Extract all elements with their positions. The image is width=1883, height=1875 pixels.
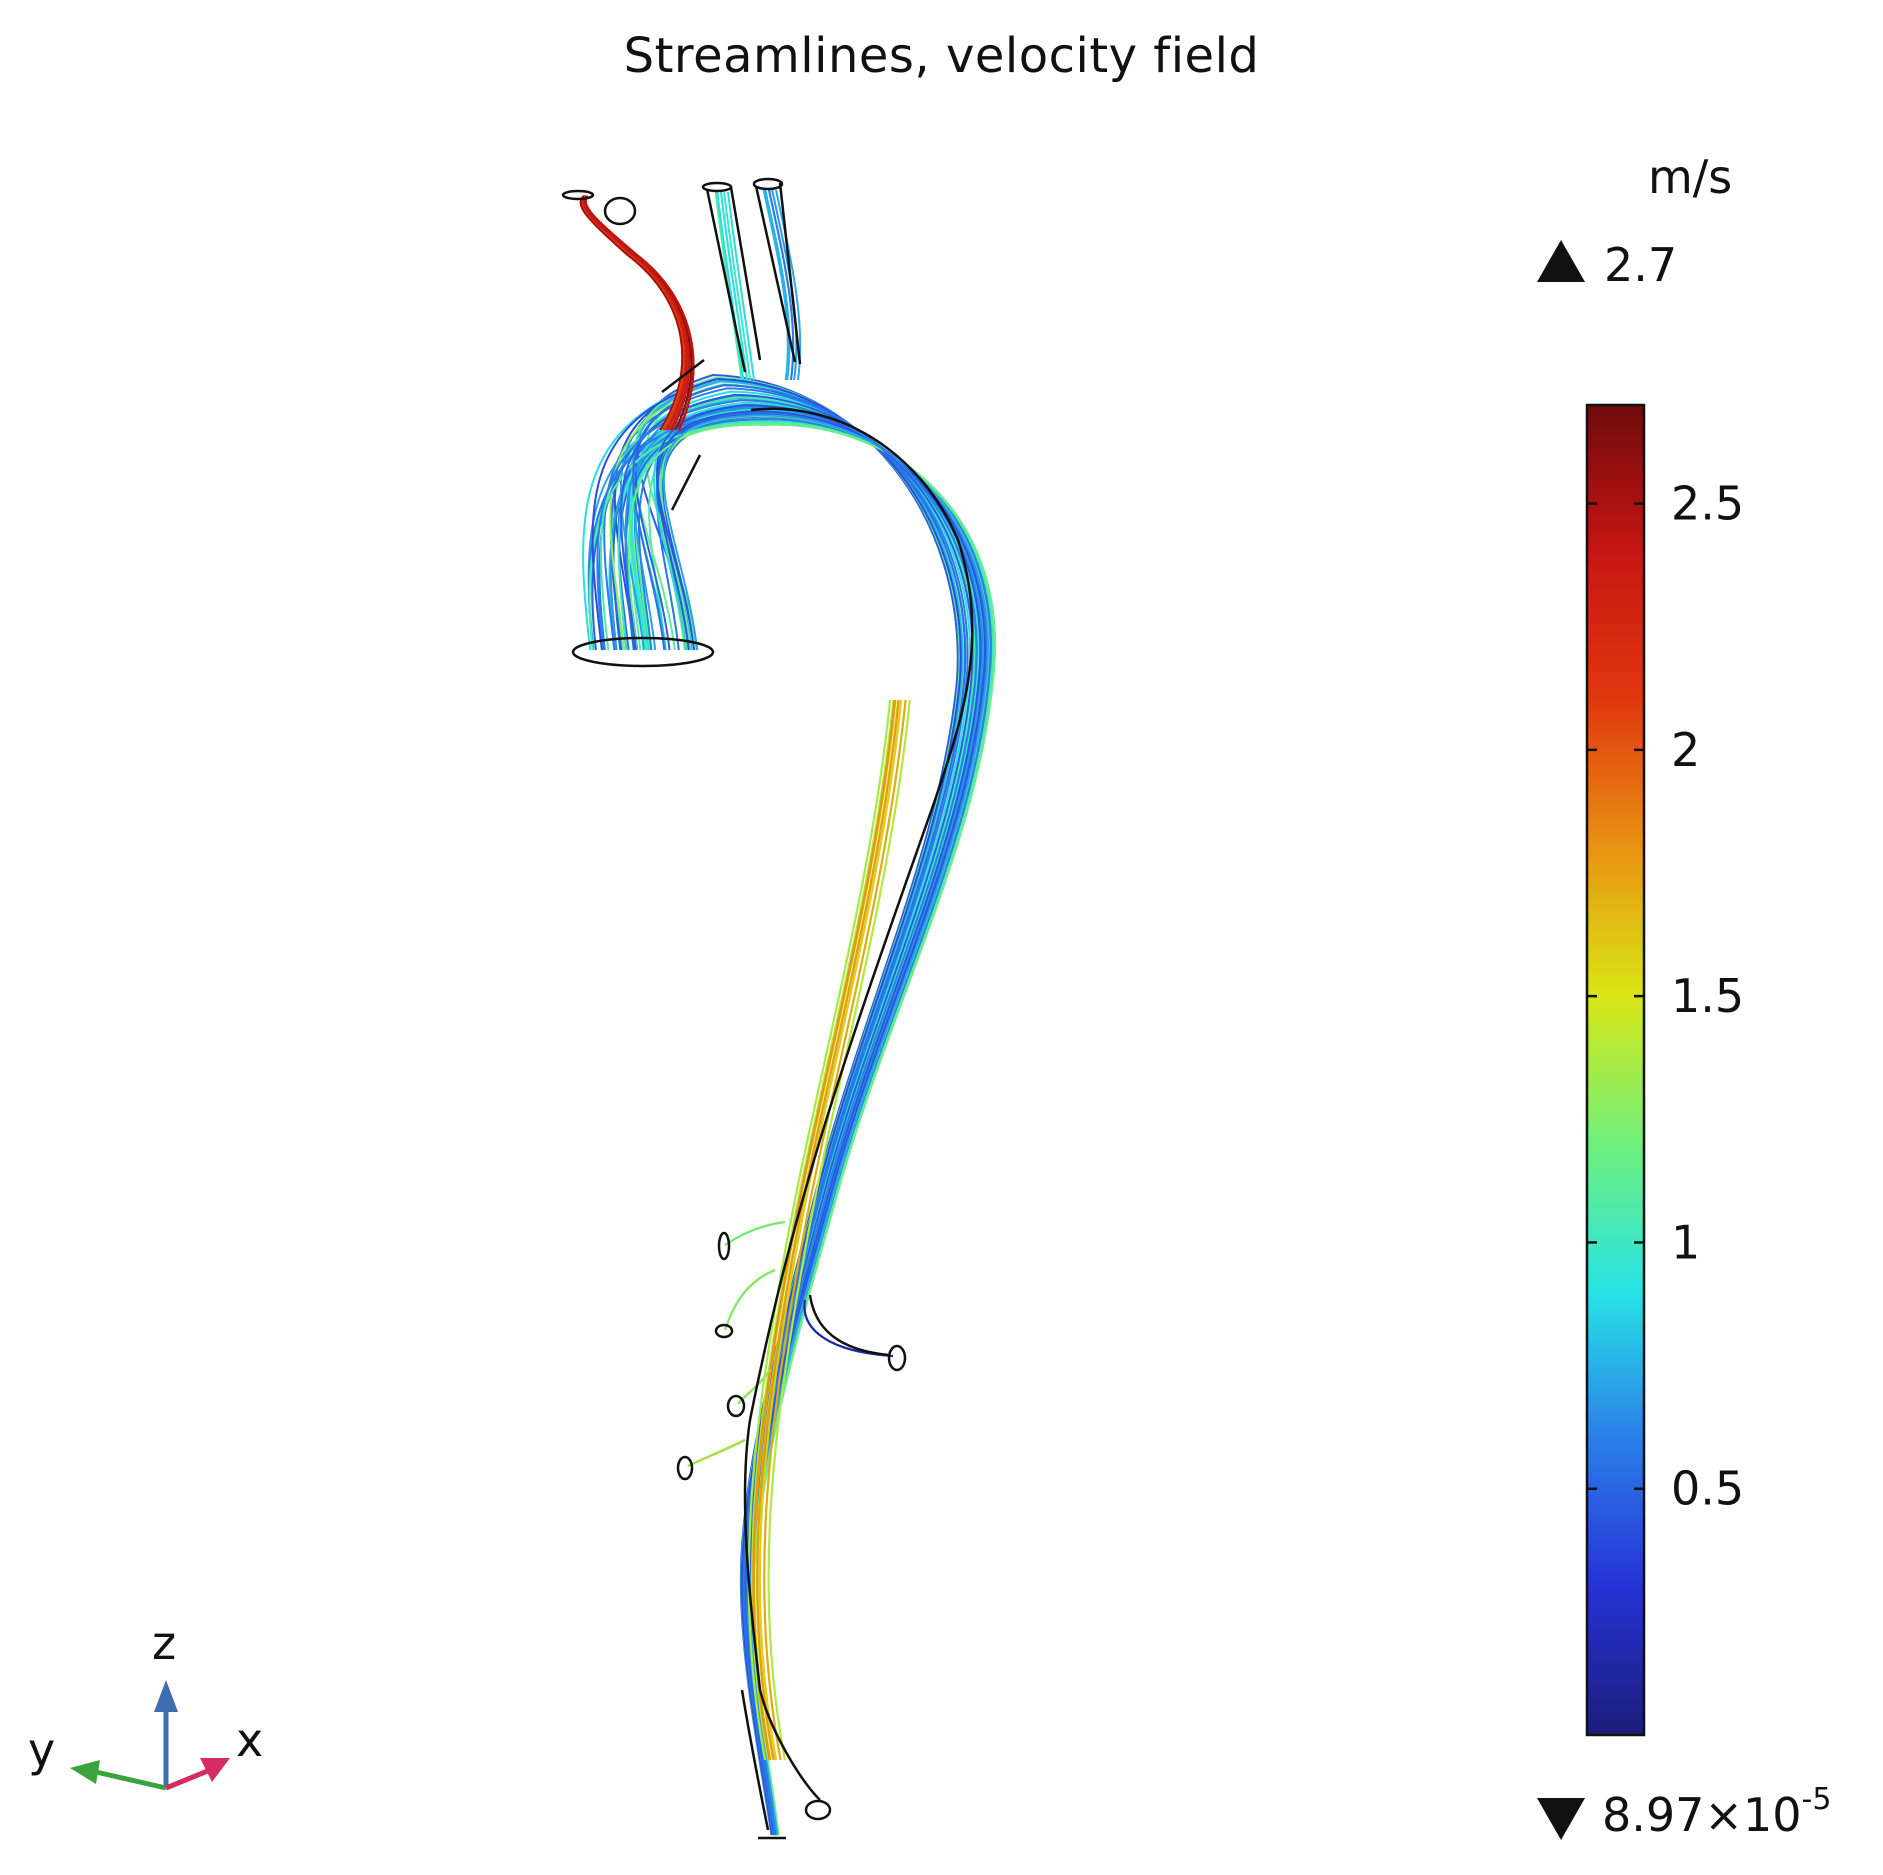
streamline (590, 408, 985, 1836)
streamline (656, 410, 986, 1836)
celiac-outlet-ellipse (717, 1231, 731, 1261)
streamline (762, 189, 789, 381)
renal-right-outlet-ellipse (714, 1323, 734, 1339)
streamline (600, 396, 976, 1836)
streamline (724, 1269, 776, 1331)
colorbar-ticks: 2.5 2 1.5 1 0.5 (1587, 477, 1744, 1516)
streamline (624, 406, 984, 1836)
plot-title: Streamlines, velocity field (623, 28, 1260, 84)
streamline (724, 1220, 786, 1246)
colorbar-tick-label: 1.5 (1671, 969, 1744, 1023)
branch-edge (705, 186, 762, 373)
iliac-outlet-ellipse (804, 1799, 832, 1821)
streamline (750, 699, 895, 1761)
streamline (756, 699, 900, 1761)
streamline (613, 377, 962, 1836)
left-subclavian-outlet-ellipse (752, 177, 784, 191)
streamline (611, 395, 975, 1836)
streamline (726, 191, 755, 381)
streamline (737, 1369, 771, 1405)
y-axis-label: y (28, 1723, 55, 1777)
subclavian-outlet-ellipse (603, 196, 637, 226)
streamline (609, 383, 967, 1836)
colorbar-min-label: 8.97×10-5 (1602, 1782, 1831, 1842)
axis-triad: z y x (28, 1616, 263, 1791)
z-arrowhead (154, 1680, 178, 1712)
colorbar-max-label: 2.7 (1604, 238, 1677, 292)
y-axis-arrow (95, 1769, 167, 1791)
streamline (723, 191, 752, 381)
streamline (723, 1268, 776, 1331)
colorbar-tick-label: 2 (1671, 723, 1700, 777)
streamline (579, 195, 684, 431)
colorbar-min-triangle (1537, 1798, 1585, 1840)
streamline (617, 410, 986, 1836)
streamline (632, 384, 967, 1836)
streamline (645, 383, 966, 1836)
streamline (687, 1439, 746, 1467)
ascending-inlet-ellipse (571, 636, 715, 668)
streamline (579, 195, 684, 431)
streamline (803, 1299, 894, 1357)
branch-edge (754, 182, 802, 365)
colorbar-tick-label: 2.5 (1671, 477, 1744, 531)
colorbar-tick-label: 1 (1671, 1215, 1700, 1269)
colorbar-tick-label: 0.5 (1671, 1462, 1744, 1516)
brachiocephalic-outlet-ellipse (561, 189, 595, 201)
streamline (582, 195, 690, 431)
streamline (617, 403, 981, 1836)
x-arrowhead (200, 1758, 230, 1782)
streamline (747, 699, 892, 1761)
arch-edge (743, 407, 974, 1691)
streamline (624, 418, 992, 1836)
lumbar-outlet-ellipse (676, 1455, 694, 1481)
streamline (618, 415, 990, 1836)
streamline (598, 406, 983, 1836)
x-axis-arrow (165, 1767, 211, 1791)
streamline (767, 189, 795, 381)
streamline (767, 699, 911, 1761)
streamline (724, 1221, 786, 1246)
colorbar-gradient (1585, 403, 1646, 1737)
streamline (656, 404, 982, 1836)
renal-left-outlet-ellipse (887, 1344, 907, 1372)
streamline (716, 191, 745, 381)
streamline (763, 699, 907, 1761)
streamline (591, 378, 962, 1836)
streamline (758, 699, 903, 1761)
colorbar-max-triangle (1537, 240, 1585, 282)
colorbar-unit: m/s (1648, 150, 1732, 204)
streamline (612, 412, 987, 1836)
streamline (803, 1299, 894, 1358)
streamline (719, 191, 748, 381)
streamline (584, 195, 695, 431)
streamlines-group (579, 189, 996, 1836)
mesenteric-outlet-ellipse (726, 1394, 746, 1418)
streamline (661, 419, 993, 1836)
streamline (752, 699, 896, 1761)
streamline (596, 399, 978, 1836)
x-axis-label: x (236, 1713, 263, 1767)
streamline (609, 394, 974, 1836)
arch-edge (661, 359, 705, 511)
y-arrowhead (70, 1760, 100, 1784)
iliac-edge (740, 1689, 821, 1831)
streamline (625, 412, 988, 1836)
geometry-outline (561, 177, 974, 1840)
colorbar: m/s 2.7 2.5 2 1.5 1 0.5 8.97×10-5 (1537, 150, 1831, 1842)
z-axis-label: z (152, 1616, 176, 1670)
streamline (764, 189, 791, 381)
renal-edge (808, 1294, 889, 1357)
